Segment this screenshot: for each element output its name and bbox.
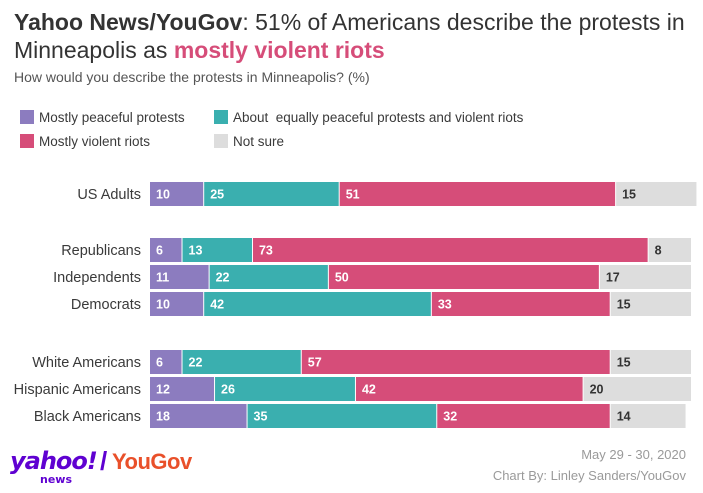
data-label: 22 bbox=[189, 356, 203, 370]
legend-item-peaceful: Mostly peaceful protests bbox=[20, 108, 185, 126]
data-label: 20 bbox=[590, 383, 604, 397]
bar-segment bbox=[339, 182, 616, 206]
bar-segment bbox=[599, 265, 691, 289]
bar-segment bbox=[204, 182, 339, 206]
legend-item-not-sure: Not sure bbox=[214, 132, 284, 150]
chart-title: Yahoo News/YouGov: 51% of Americans desc… bbox=[14, 8, 694, 64]
data-label: 51 bbox=[346, 188, 360, 202]
data-label: 17 bbox=[606, 271, 620, 285]
data-label: 35 bbox=[254, 410, 268, 424]
category-label: Independents bbox=[53, 270, 141, 286]
legend-swatch bbox=[214, 134, 228, 148]
data-label: 32 bbox=[443, 410, 457, 424]
bar-segment bbox=[150, 292, 204, 316]
bar-segment bbox=[150, 377, 215, 401]
bar-segment bbox=[431, 292, 610, 316]
yahoo-news-text: news bbox=[40, 473, 73, 486]
data-label: 10 bbox=[156, 298, 170, 312]
data-label: 42 bbox=[362, 383, 376, 397]
bar-segment bbox=[150, 265, 209, 289]
bar-segment bbox=[610, 350, 691, 374]
bar-segment bbox=[182, 238, 252, 262]
data-label: 10 bbox=[156, 188, 170, 202]
category-label: Republicans bbox=[61, 243, 141, 259]
bar-segment bbox=[215, 377, 355, 401]
legend-label: Mostly violent riots bbox=[39, 133, 151, 149]
bar-segment bbox=[252, 238, 648, 262]
legend-label: About equally peaceful protests and viol… bbox=[233, 109, 524, 125]
bar-segment bbox=[610, 404, 686, 428]
data-label: 25 bbox=[210, 188, 224, 202]
yougov-logo-text: YouGov bbox=[112, 449, 192, 474]
bar-segment bbox=[204, 292, 431, 316]
title-text: : 51% of Americans describe the protests… bbox=[14, 9, 685, 63]
bar-segment bbox=[616, 182, 697, 206]
data-label: 15 bbox=[617, 298, 631, 312]
category-label: White Americans bbox=[32, 355, 141, 371]
data-label: 6 bbox=[156, 244, 163, 258]
bar-segment bbox=[150, 350, 182, 374]
bar-segment bbox=[437, 404, 610, 428]
data-label: 42 bbox=[210, 298, 224, 312]
bar-segment bbox=[583, 377, 691, 401]
bar-segment bbox=[648, 238, 691, 262]
data-label: 26 bbox=[221, 383, 235, 397]
data-label: 15 bbox=[622, 188, 636, 202]
legend-item-equal: About equally peaceful protests and viol… bbox=[214, 108, 523, 126]
yahoo-logo-text: yahoo! bbox=[10, 447, 98, 475]
bar-segment bbox=[150, 238, 182, 262]
data-label: 14 bbox=[617, 410, 631, 424]
category-label: Democrats bbox=[71, 297, 141, 313]
title-highlight: mostly violent riots bbox=[173, 37, 385, 63]
data-label: 50 bbox=[335, 271, 349, 285]
bar-segment bbox=[182, 350, 301, 374]
chart-subtitle: How would you describe the protests in M… bbox=[14, 69, 370, 85]
data-label: 12 bbox=[156, 383, 170, 397]
category-label: US Adults bbox=[77, 187, 141, 203]
bar-segment bbox=[301, 350, 610, 374]
chart-credit: Chart By: Linley Sanders/YouGov bbox=[492, 468, 686, 483]
data-label: 18 bbox=[156, 410, 170, 424]
legend-swatch bbox=[214, 110, 228, 124]
bar-segment bbox=[328, 265, 599, 289]
legend-label: Not sure bbox=[233, 133, 285, 149]
category-label: Hispanic Americans bbox=[14, 382, 141, 398]
bar-segment bbox=[150, 404, 247, 428]
data-label: 8 bbox=[655, 244, 662, 258]
bar-segment bbox=[150, 182, 204, 206]
data-label: 6 bbox=[156, 356, 163, 370]
data-label: 11 bbox=[156, 271, 169, 285]
legend-label: Mostly peaceful protests bbox=[39, 109, 185, 125]
data-label: 15 bbox=[617, 356, 631, 370]
data-label: 33 bbox=[438, 298, 452, 312]
data-label: 73 bbox=[259, 244, 273, 258]
data-label: 22 bbox=[216, 271, 230, 285]
bar-segment bbox=[355, 377, 583, 401]
legend-item-violent: Mostly violent riots bbox=[20, 132, 150, 150]
data-label: 13 bbox=[189, 244, 203, 258]
logo-slash: / bbox=[100, 446, 108, 476]
data-label: 57 bbox=[308, 356, 322, 370]
title-brand: Yahoo News/YouGov bbox=[14, 9, 243, 35]
category-label: Black Americans bbox=[34, 409, 141, 425]
legend-swatch bbox=[20, 134, 34, 148]
survey-date: May 29 - 30, 2020 bbox=[581, 447, 686, 462]
bar-segment bbox=[209, 265, 328, 289]
bar-segment bbox=[610, 292, 691, 316]
legend-swatch bbox=[20, 110, 34, 124]
bar-segment bbox=[247, 404, 437, 428]
